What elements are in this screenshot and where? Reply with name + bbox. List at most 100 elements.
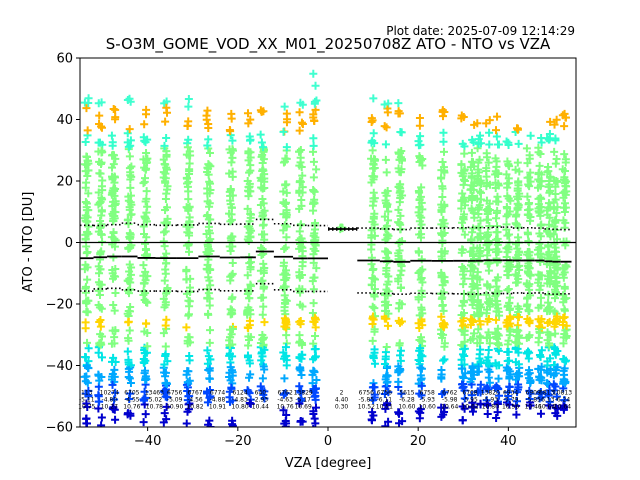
bin-stat-text: 10.64: [441, 404, 458, 411]
bin-stat-text: 6756: [167, 390, 182, 397]
data-point: [484, 298, 493, 307]
data-point: [246, 265, 255, 274]
outlier-point: [482, 384, 491, 393]
data-point: [439, 356, 448, 365]
data-point: [260, 206, 269, 215]
bin-stat-text: -4.83: [232, 397, 248, 404]
bin-stat-text: 10.76: [277, 404, 294, 411]
data-point: [225, 242, 234, 251]
data-point: [310, 199, 319, 208]
data-point: [97, 353, 106, 362]
bin-stat-text: 10.75: [78, 404, 95, 411]
data-point: [460, 230, 469, 239]
data-point: [205, 177, 214, 186]
data-point: [494, 341, 503, 350]
data-point: [551, 329, 560, 338]
outlier-point: [282, 118, 291, 127]
data-point: [206, 162, 215, 171]
outlier-point: [395, 109, 404, 118]
data-point: [503, 204, 512, 213]
data-point: [458, 218, 467, 227]
data-point: [257, 356, 266, 365]
bin-stat-text: -4.80: [102, 397, 118, 404]
data-point: [227, 158, 236, 167]
data-point: [309, 141, 318, 150]
data-point: [282, 233, 291, 242]
data-point: [511, 358, 520, 367]
outlier-point: [125, 94, 134, 103]
bin-stat-text: 10.52: [358, 404, 375, 411]
outlier-point: [416, 132, 425, 141]
data-point: [260, 318, 269, 327]
outlier-point: [415, 121, 424, 130]
data-point: [206, 326, 215, 335]
data-point: [296, 366, 305, 375]
data-point: [502, 170, 511, 179]
data-point: [437, 166, 446, 175]
outlier-point: [493, 399, 502, 408]
outlier-point: [257, 138, 266, 147]
data-point: [245, 373, 254, 382]
data-point: [483, 209, 492, 218]
data-point: [502, 318, 511, 327]
data-point: [475, 317, 484, 326]
outlier-point: [227, 114, 236, 123]
data-point: [81, 353, 90, 362]
data-point: [280, 306, 289, 315]
outlier-point: [203, 106, 212, 115]
data-point: [140, 279, 149, 288]
data-point: [81, 324, 90, 333]
outlier-point: [258, 374, 267, 383]
data-point: [416, 156, 425, 165]
data-point: [141, 197, 150, 206]
outlier-point: [474, 139, 483, 148]
data-point: [524, 374, 533, 383]
bin-stat-text: 10.56: [502, 404, 519, 411]
data-point: [282, 198, 291, 207]
data-point: [515, 261, 524, 270]
x-tick-label: 40: [500, 434, 517, 449]
data-point: [309, 273, 318, 282]
data-point: [460, 165, 469, 174]
data-point: [280, 374, 289, 383]
outlier-point: [162, 402, 171, 411]
bin-stat-text: -5.93: [419, 397, 435, 404]
data-point: [225, 368, 234, 377]
outlier-point: [503, 157, 512, 166]
data-point: [161, 321, 170, 330]
outlier-point: [311, 403, 320, 412]
data-point: [475, 350, 484, 359]
data-point: [474, 205, 483, 214]
bin-stat-text: 10813: [553, 390, 572, 397]
data-point: [439, 306, 448, 315]
bin-stat-text: 10.80: [482, 404, 499, 411]
data-point: [368, 336, 377, 345]
data-point: [247, 210, 256, 219]
data-point: [458, 350, 467, 359]
bin-stat-text: 6758: [420, 390, 435, 397]
outlier-point: [467, 148, 476, 157]
outlier-point: [228, 421, 237, 427]
data-point: [484, 266, 493, 275]
data-point: [258, 194, 267, 203]
bin-stat-text: 10.69: [295, 404, 312, 411]
outlier-point: [482, 149, 491, 158]
data-point: [298, 270, 307, 279]
outlier-point: [485, 128, 494, 137]
data-point: [83, 247, 92, 256]
data-point: [245, 168, 254, 177]
data-point: [97, 193, 106, 202]
data-point: [414, 248, 423, 257]
bin-stat-text: 6756: [359, 390, 374, 397]
outlier-point: [367, 415, 376, 424]
outlier-point: [161, 117, 170, 126]
data-point: [225, 350, 234, 359]
data-point: [109, 229, 118, 238]
outlier-point: [182, 419, 191, 427]
data-point: [126, 191, 135, 200]
outlier-point: [485, 116, 494, 125]
outlier-point: [94, 99, 103, 108]
data-point: [474, 233, 483, 242]
outlier-point: [282, 109, 291, 118]
plot-date: Plot date: 2025-07-09 12:14:29: [386, 24, 575, 38]
